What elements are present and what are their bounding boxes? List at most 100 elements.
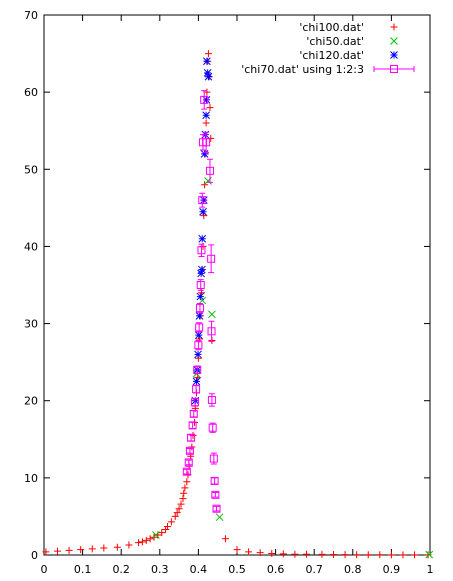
box-marker bbox=[212, 504, 221, 513]
box-marker bbox=[185, 446, 194, 455]
box-marker bbox=[208, 423, 217, 432]
data-point bbox=[200, 90, 209, 110]
data-point bbox=[113, 543, 121, 551]
data-point bbox=[202, 96, 211, 104]
legend-entry: 'chi50.dat' bbox=[306, 35, 398, 48]
data-point bbox=[194, 350, 202, 359]
data-point bbox=[376, 551, 384, 559]
data-point bbox=[146, 535, 154, 543]
series-4 bbox=[182, 90, 221, 513]
data-point bbox=[195, 312, 204, 320]
data-point bbox=[197, 269, 205, 278]
legend-entry: 'chi100.dat' bbox=[299, 21, 398, 34]
data-point bbox=[194, 331, 203, 339]
box-marker bbox=[205, 166, 214, 175]
data-point bbox=[197, 243, 206, 257]
plot-frame bbox=[43, 14, 431, 556]
y-tick-label: 30 bbox=[24, 318, 38, 331]
data-point bbox=[425, 550, 434, 559]
data-point bbox=[164, 522, 172, 530]
data-point bbox=[100, 544, 108, 552]
data-point bbox=[179, 495, 187, 503]
box-marker bbox=[188, 421, 197, 430]
box-marker bbox=[189, 409, 198, 418]
x-tick-label: 0.9 bbox=[383, 563, 401, 576]
y-tick-label: 20 bbox=[24, 395, 38, 408]
box-marker bbox=[193, 365, 202, 374]
data-point bbox=[198, 265, 206, 274]
data-point bbox=[215, 513, 224, 522]
box-marker bbox=[192, 385, 201, 394]
data-point bbox=[201, 181, 209, 189]
data-point bbox=[125, 541, 133, 549]
data-point bbox=[196, 292, 205, 301]
box-marker bbox=[190, 398, 199, 407]
box-marker bbox=[207, 395, 216, 404]
data-point bbox=[135, 539, 143, 547]
data-point bbox=[204, 177, 212, 185]
y-tick-label: 60 bbox=[24, 86, 38, 99]
data-point bbox=[221, 535, 229, 543]
box-marker bbox=[200, 95, 209, 104]
data-point bbox=[207, 320, 216, 342]
data-point bbox=[291, 550, 299, 558]
x-tick-label: 0.5 bbox=[228, 563, 246, 576]
data-point bbox=[192, 384, 201, 394]
data-point bbox=[190, 397, 199, 407]
x-tick-label: 0.7 bbox=[305, 563, 323, 576]
y-tick-label: 40 bbox=[24, 240, 38, 253]
data-point bbox=[203, 69, 212, 77]
data-point bbox=[192, 377, 201, 386]
box-marker bbox=[211, 490, 220, 499]
data-point bbox=[245, 548, 253, 556]
data-point bbox=[138, 538, 146, 546]
box-marker bbox=[187, 433, 196, 442]
legend-entry: 'chi70.dat' using 1:2:3 bbox=[241, 63, 415, 76]
x-tick-label: 0.4 bbox=[190, 563, 208, 576]
x-tick-label: 0.2 bbox=[112, 563, 130, 576]
data-point bbox=[202, 131, 211, 153]
box-marker bbox=[194, 341, 203, 350]
box-marker bbox=[182, 467, 191, 476]
data-point bbox=[209, 452, 218, 465]
data-point bbox=[180, 489, 188, 497]
data-point bbox=[199, 196, 208, 204]
x-tick-label: 0.8 bbox=[344, 563, 362, 576]
error-bar bbox=[198, 243, 205, 257]
data-point bbox=[208, 310, 216, 319]
data-point bbox=[268, 549, 276, 557]
box-marker bbox=[184, 458, 193, 467]
data-point bbox=[171, 512, 179, 520]
data-point bbox=[205, 158, 214, 183]
data-point bbox=[330, 551, 337, 559]
box-marker bbox=[207, 254, 216, 263]
x-tick-label: 0.6 bbox=[267, 563, 285, 576]
y-tick-label: 10 bbox=[24, 472, 38, 485]
legend-marker bbox=[390, 37, 398, 45]
data-point bbox=[233, 546, 241, 554]
x-tick-label: 0 bbox=[41, 563, 48, 576]
axes: 0 0.1 0.2 0.3 0.4 0.5 0.6 0.7 0.8 0.9 101020304050… bbox=[24, 9, 434, 576]
data-point bbox=[202, 119, 210, 127]
data-point bbox=[387, 551, 395, 559]
box-marker bbox=[195, 323, 204, 332]
error-bar bbox=[193, 384, 200, 394]
data-marks bbox=[42, 50, 434, 559]
error-bar bbox=[208, 320, 215, 342]
error-bar bbox=[208, 393, 215, 407]
data-point bbox=[210, 476, 219, 485]
data-point bbox=[173, 509, 181, 517]
data-point bbox=[196, 279, 205, 291]
y-tick-label: 0 bbox=[31, 549, 38, 562]
series-1 bbox=[42, 50, 432, 559]
data-point bbox=[204, 72, 213, 81]
data-point bbox=[279, 550, 287, 558]
series-3 bbox=[191, 57, 213, 405]
data-point bbox=[182, 467, 191, 476]
data-point bbox=[364, 551, 372, 559]
data-point bbox=[204, 50, 212, 58]
data-point bbox=[206, 104, 214, 112]
legend-label: 'chi120.dat' bbox=[299, 49, 364, 62]
data-point bbox=[167, 518, 175, 526]
